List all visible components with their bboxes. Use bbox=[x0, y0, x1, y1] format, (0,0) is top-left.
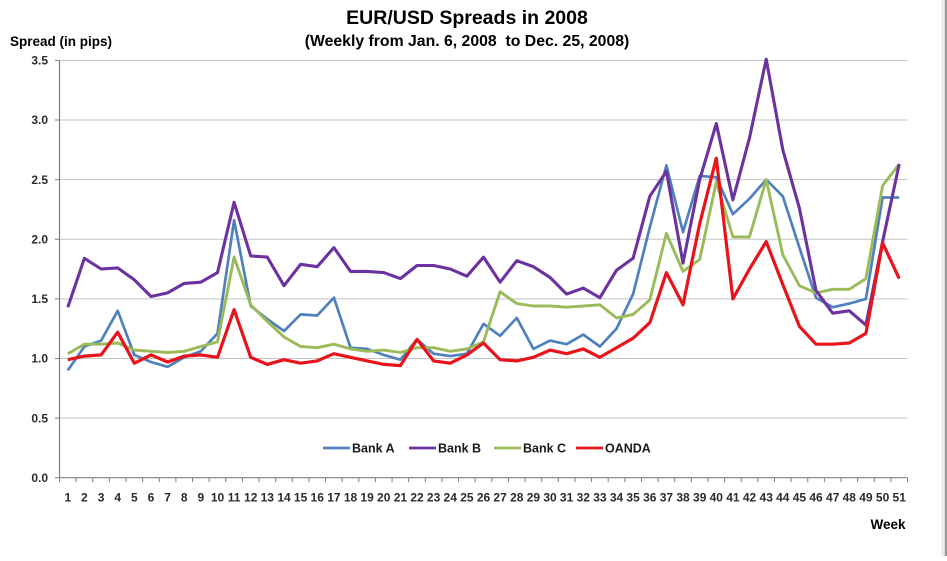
svg-text:OANDA: OANDA bbox=[605, 442, 651, 456]
svg-text:0.5: 0.5 bbox=[31, 411, 48, 425]
svg-text:50: 50 bbox=[876, 491, 890, 505]
svg-text:8: 8 bbox=[181, 491, 188, 505]
svg-text:37: 37 bbox=[660, 491, 674, 505]
svg-text:20: 20 bbox=[377, 491, 391, 505]
svg-text:39: 39 bbox=[693, 491, 707, 505]
svg-text:12: 12 bbox=[244, 491, 258, 505]
svg-text:22: 22 bbox=[410, 491, 424, 505]
svg-text:36: 36 bbox=[643, 491, 657, 505]
svg-text:46: 46 bbox=[809, 491, 823, 505]
svg-text:21: 21 bbox=[394, 491, 408, 505]
svg-text:45: 45 bbox=[793, 491, 807, 505]
svg-text:1.0: 1.0 bbox=[31, 352, 48, 366]
svg-text:17: 17 bbox=[327, 491, 341, 505]
svg-text:Bank A: Bank A bbox=[352, 442, 395, 456]
svg-text:7: 7 bbox=[164, 491, 171, 505]
svg-text:51: 51 bbox=[893, 491, 907, 505]
svg-text:2.5: 2.5 bbox=[31, 173, 48, 187]
svg-text:24: 24 bbox=[444, 491, 458, 505]
svg-text:1.5: 1.5 bbox=[31, 292, 48, 306]
svg-text:29: 29 bbox=[527, 491, 541, 505]
svg-text:Week: Week bbox=[870, 517, 906, 532]
svg-text:3: 3 bbox=[98, 491, 105, 505]
svg-text:49: 49 bbox=[859, 491, 873, 505]
svg-text:18: 18 bbox=[344, 491, 358, 505]
svg-text:43: 43 bbox=[760, 491, 774, 505]
svg-text:42: 42 bbox=[743, 491, 757, 505]
svg-text:10: 10 bbox=[211, 491, 225, 505]
svg-text:Spread (in pips): Spread (in pips) bbox=[10, 34, 112, 49]
svg-text:40: 40 bbox=[710, 491, 724, 505]
svg-text:14: 14 bbox=[277, 491, 291, 505]
svg-text:30: 30 bbox=[543, 491, 557, 505]
svg-text:23: 23 bbox=[427, 491, 441, 505]
svg-text:3.5: 3.5 bbox=[31, 54, 48, 68]
svg-text:11: 11 bbox=[228, 491, 241, 505]
svg-text:47: 47 bbox=[826, 491, 840, 505]
svg-text:9: 9 bbox=[197, 491, 204, 505]
svg-text:25: 25 bbox=[460, 491, 474, 505]
svg-text:Bank B: Bank B bbox=[438, 442, 481, 456]
svg-text:34: 34 bbox=[610, 491, 624, 505]
svg-text:2.0: 2.0 bbox=[31, 232, 48, 246]
svg-text:3.0: 3.0 bbox=[31, 113, 48, 127]
svg-text:33: 33 bbox=[593, 491, 607, 505]
svg-text:19: 19 bbox=[360, 491, 374, 505]
svg-text:15: 15 bbox=[294, 491, 308, 505]
svg-text:28: 28 bbox=[510, 491, 524, 505]
svg-text:5: 5 bbox=[131, 491, 138, 505]
svg-text:27: 27 bbox=[493, 491, 507, 505]
svg-text:38: 38 bbox=[676, 491, 690, 505]
svg-text:(Weekly from Jan. 6, 2008 to: (Weekly from Jan. 6, 2008 to Dec. 25, 20… bbox=[305, 33, 630, 50]
svg-text:4: 4 bbox=[114, 491, 121, 505]
svg-text:1: 1 bbox=[64, 491, 71, 505]
svg-text:44: 44 bbox=[776, 491, 790, 505]
svg-text:2: 2 bbox=[81, 491, 88, 505]
svg-text:0.0: 0.0 bbox=[31, 471, 48, 485]
svg-text:26: 26 bbox=[477, 491, 491, 505]
svg-text:6: 6 bbox=[148, 491, 155, 505]
svg-text:13: 13 bbox=[261, 491, 275, 505]
svg-text:35: 35 bbox=[626, 491, 640, 505]
svg-text:EUR/USD Spreads in 2008: EUR/USD Spreads in 2008 bbox=[346, 7, 588, 29]
svg-text:32: 32 bbox=[577, 491, 591, 505]
svg-text:16: 16 bbox=[311, 491, 325, 505]
svg-text:48: 48 bbox=[843, 491, 857, 505]
svg-text:Bank C: Bank C bbox=[523, 442, 566, 456]
svg-text:31: 31 bbox=[560, 491, 574, 505]
svg-text:41: 41 bbox=[726, 491, 740, 505]
